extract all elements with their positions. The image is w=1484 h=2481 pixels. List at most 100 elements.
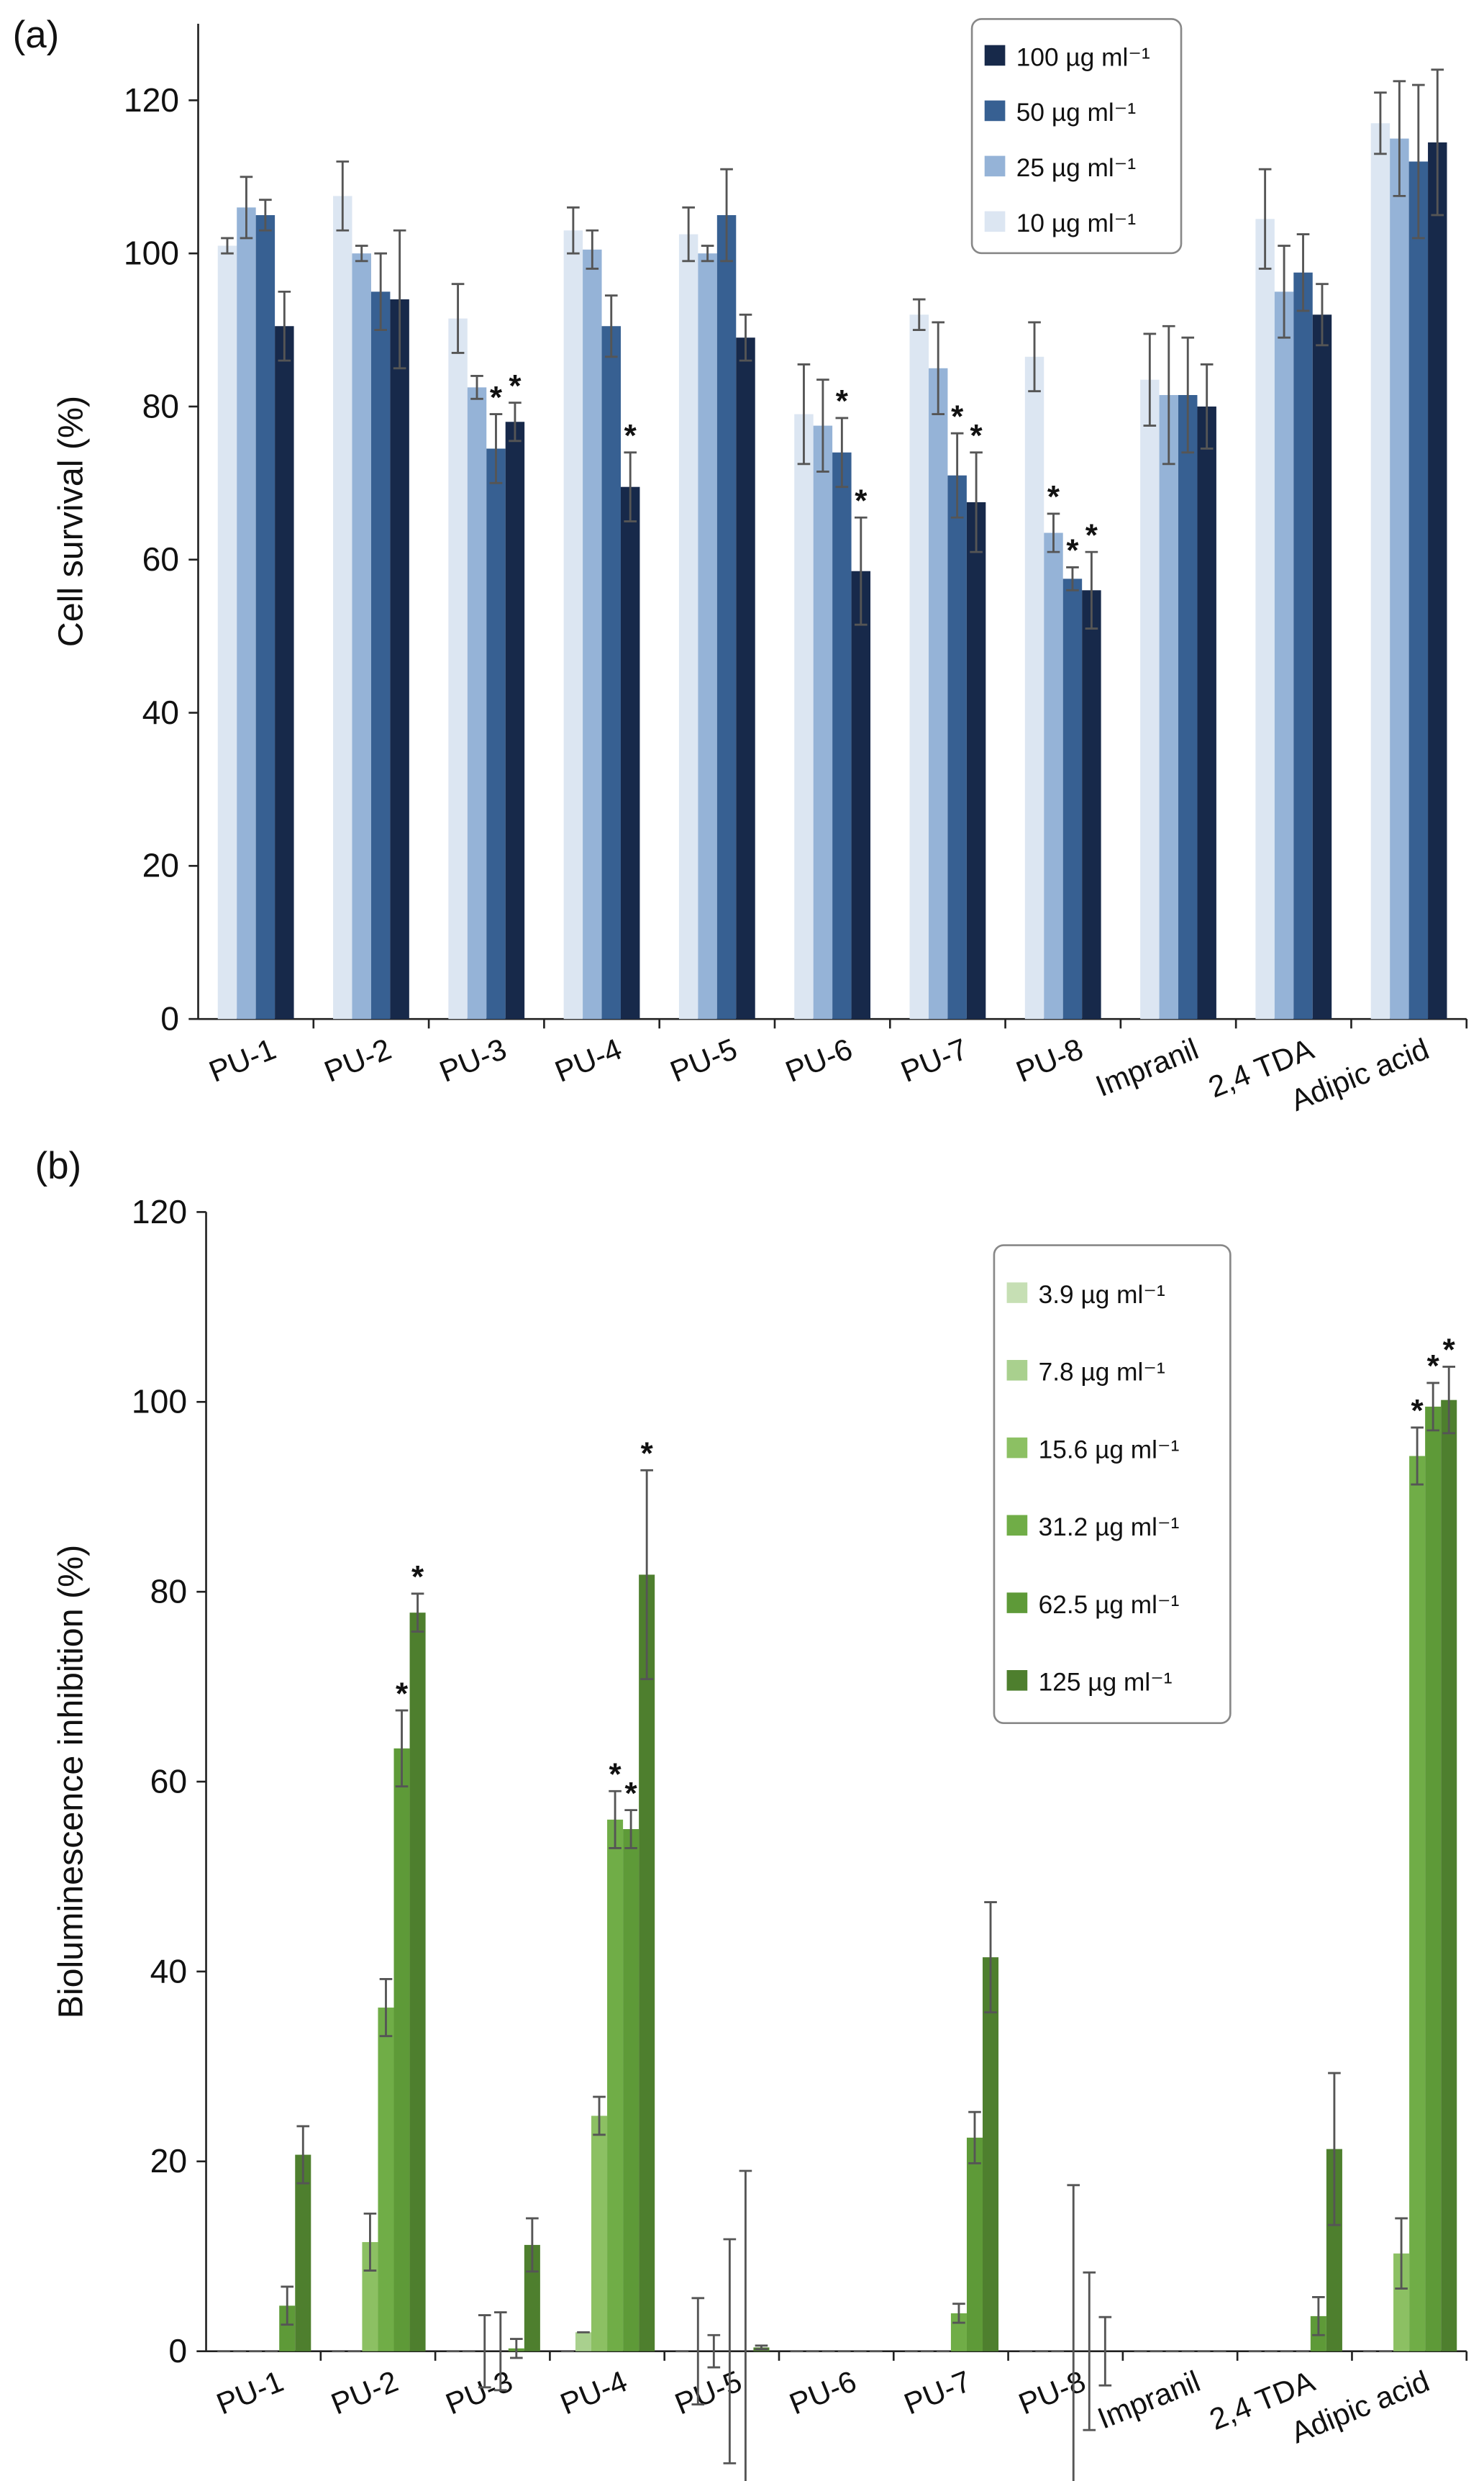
bar — [1408, 161, 1429, 1020]
bar — [1293, 272, 1313, 1020]
bar — [1409, 1456, 1426, 2351]
x-tick-label: PU-1 — [204, 1032, 281, 1089]
error-bar — [586, 229, 599, 270]
error-bar — [509, 402, 522, 443]
error-bar — [1028, 321, 1041, 393]
error-bar — [1258, 168, 1272, 270]
bar — [1390, 138, 1409, 1020]
legend-swatch — [984, 100, 1006, 122]
error-bar — [395, 1709, 409, 1788]
bar — [390, 299, 409, 1020]
error-bar — [526, 2217, 539, 2273]
legend-swatch — [1006, 1670, 1028, 1691]
significance-mark: * — [1066, 533, 1079, 568]
error-bar — [379, 1978, 393, 2038]
bar — [1312, 314, 1332, 1020]
bar — [467, 387, 487, 1020]
legend-label: 100 µg ml⁻¹ — [1016, 43, 1150, 71]
error-bar — [723, 2238, 737, 2464]
bar — [563, 230, 583, 1020]
error-bar — [835, 417, 849, 489]
legend-label: 7.8 µg ml⁻¹ — [1039, 1359, 1165, 1387]
legend-swatch — [984, 45, 1006, 66]
bar — [1425, 1406, 1442, 2351]
bar — [1393, 2253, 1410, 2351]
error-bar — [1296, 233, 1310, 312]
significance-mark: * — [951, 399, 964, 434]
error-bar — [624, 1809, 637, 1849]
y-tick-label: 0 — [168, 2332, 187, 2369]
y-tick-label: 80 — [142, 387, 179, 425]
bar — [486, 448, 506, 1020]
error-bar — [950, 432, 964, 519]
error-bar — [1442, 1366, 1456, 1435]
significance-mark: * — [411, 1559, 424, 1595]
y-tick-label: 80 — [150, 1573, 187, 1610]
bar — [736, 337, 755, 1020]
error-bar — [1393, 80, 1406, 197]
bar — [409, 1613, 426, 2351]
legend-box — [970, 18, 1183, 255]
error-bar — [1395, 2217, 1408, 2290]
bar — [1178, 395, 1198, 1020]
bar — [1441, 1400, 1457, 2351]
y-tick-label: 60 — [142, 540, 179, 578]
significance-mark: * — [509, 368, 522, 404]
error-bar — [707, 2333, 721, 2369]
bar — [362, 2241, 378, 2351]
x-tick-label: Impranil — [1091, 1032, 1203, 1103]
x-tick-label: PU-2 — [327, 2364, 403, 2421]
legend-swatch — [1006, 1515, 1028, 1536]
bar — [217, 245, 237, 1020]
bar — [370, 291, 391, 1020]
bar — [505, 422, 525, 1020]
x-tick-label: PU-3 — [441, 2364, 517, 2421]
significance-mark: * — [1047, 479, 1060, 514]
bar — [698, 253, 717, 1020]
panel-label: (a) — [13, 14, 60, 56]
panel-label: (b) — [35, 1145, 81, 1187]
significance-mark: * — [641, 1436, 654, 1471]
x-tick-label: PU-7 — [896, 1032, 973, 1089]
error-bar — [296, 2125, 310, 2185]
error-bar — [854, 516, 868, 626]
bar — [333, 196, 352, 1020]
y-tick-label: 120 — [132, 1193, 187, 1230]
error-bar — [1047, 512, 1060, 553]
bar — [1274, 291, 1294, 1020]
significance-mark: * — [624, 418, 637, 453]
bar — [851, 571, 871, 1020]
legend-label: 15.6 µg ml⁻¹ — [1039, 1435, 1180, 1464]
bar — [1140, 379, 1160, 1020]
error-bar — [932, 321, 945, 416]
error-bar — [604, 294, 618, 358]
legend-swatch — [1006, 1282, 1028, 1303]
error-bar — [336, 160, 350, 232]
error-bar — [355, 245, 368, 263]
significance-mark: * — [1411, 1393, 1424, 1428]
bar — [1062, 579, 1083, 1020]
significance-mark: * — [855, 483, 868, 518]
y-tick-label: 100 — [132, 1383, 187, 1420]
bar — [832, 452, 852, 1020]
y-tick-label: 40 — [142, 694, 179, 731]
error-bar — [593, 2095, 606, 2136]
significance-mark: * — [625, 1776, 638, 1811]
error-bar — [478, 2314, 491, 2389]
legend-swatch — [1006, 1592, 1028, 1613]
y-tick-label: 120 — [124, 81, 179, 119]
error-bar — [691, 2297, 705, 2405]
bar — [813, 425, 833, 1020]
x-tick-label: PU-1 — [211, 2364, 288, 2421]
legend-label: 31.2 µg ml⁻¹ — [1039, 1513, 1180, 1541]
error-bar — [952, 2303, 965, 2324]
error-bar — [1316, 283, 1329, 347]
error-bar — [912, 298, 926, 332]
x-tick-label: PU-5 — [670, 2364, 747, 2421]
x-tick-label: PU-6 — [785, 2364, 861, 2421]
bar — [1428, 142, 1447, 1020]
error-bar — [1328, 2072, 1341, 2226]
error-bar — [489, 413, 503, 484]
